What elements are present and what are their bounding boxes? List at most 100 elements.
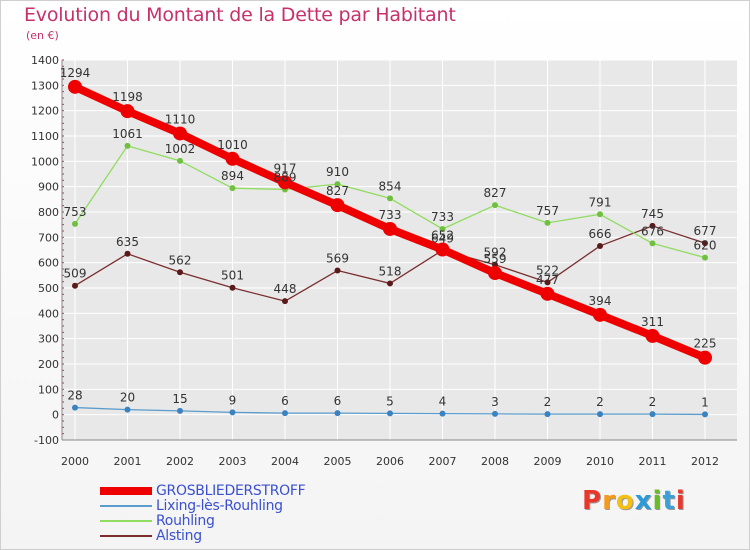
x-tick-label: 2012 — [691, 455, 719, 468]
data-label: 6 — [334, 394, 342, 408]
data-label: 394 — [589, 294, 612, 308]
data-label: 745 — [641, 207, 664, 221]
data-label: 620 — [694, 239, 717, 253]
data-point — [540, 286, 555, 301]
data-point — [544, 279, 551, 286]
data-point — [229, 409, 236, 416]
x-tick-label: 2001 — [114, 455, 142, 468]
data-label: 2 — [649, 395, 657, 409]
logo-letter: x — [634, 486, 653, 516]
data-point — [334, 181, 341, 188]
data-point — [225, 151, 240, 166]
data-point — [177, 157, 183, 164]
data-point — [597, 211, 603, 218]
y-tick-label: 1000 — [31, 155, 59, 168]
logo-letter: r — [602, 486, 616, 516]
data-point — [435, 242, 450, 257]
data-label: 733 — [379, 208, 402, 222]
data-label: 1110 — [165, 112, 196, 126]
data-point — [124, 250, 131, 257]
legend-swatch-grosbliederstroff — [100, 487, 152, 495]
y-tick-label: 1300 — [31, 79, 59, 92]
legend-label-alsting: Alsting — [156, 528, 202, 544]
data-point — [173, 126, 187, 141]
data-label: 15 — [172, 392, 187, 406]
x-tick-label: 2004 — [271, 455, 299, 468]
data-label: 448 — [274, 282, 297, 296]
data-point — [544, 411, 551, 418]
data-label: 562 — [169, 253, 192, 267]
data-label: 1198 — [112, 90, 143, 104]
data-point — [282, 410, 288, 417]
y-tick-label: 800 — [38, 206, 59, 219]
data-point — [593, 307, 607, 322]
data-label: 20 — [120, 391, 135, 405]
data-point — [177, 407, 183, 414]
chart-subtitle: (en €) — [26, 29, 59, 42]
x-tick-label: 2005 — [324, 455, 352, 468]
data-label: 311 — [641, 315, 664, 329]
y-tick-label: 1100 — [31, 130, 59, 143]
data-point — [330, 198, 345, 213]
data-label: 5 — [386, 394, 394, 408]
data-point — [649, 240, 656, 247]
legend-label-lixing: Lixing-lès-Rouhling — [156, 498, 283, 514]
legend-swatch-lixing — [100, 505, 152, 507]
data-point — [544, 219, 551, 226]
legend-swatch-alsting — [100, 535, 152, 537]
data-label: 827 — [484, 186, 507, 200]
data-label: 592 — [484, 246, 507, 260]
data-point — [387, 410, 393, 417]
legend-label-grosbliederstroff: GROSBLIEDERSTROFF — [156, 483, 306, 499]
data-point — [439, 410, 446, 417]
data-point — [645, 328, 660, 343]
data-label: 2 — [544, 395, 552, 409]
y-tick-label: 200 — [38, 358, 59, 371]
data-label: 889 — [274, 170, 297, 184]
y-tick-label: 400 — [38, 307, 59, 320]
y-tick-label: 100 — [38, 383, 59, 396]
data-label: 676 — [641, 224, 664, 238]
legend-label-rouhling: Rouhling — [156, 513, 215, 529]
data-label: 917 — [274, 161, 297, 175]
data-point — [68, 79, 82, 94]
data-point — [334, 267, 341, 274]
data-point — [387, 195, 393, 202]
y-tick-label: 300 — [38, 333, 59, 346]
x-tick-label: 2011 — [639, 455, 667, 468]
data-label: 854 — [379, 179, 402, 193]
data-point — [649, 222, 656, 229]
data-label: 3 — [491, 395, 499, 409]
data-point — [177, 269, 183, 276]
data-point — [282, 298, 288, 305]
data-label: 635 — [116, 235, 139, 249]
data-label: 477 — [536, 273, 559, 287]
data-point — [120, 104, 135, 119]
logo-letter: i — [675, 486, 686, 516]
legend-swatch-rouhling — [100, 520, 152, 522]
data-point — [72, 282, 78, 289]
data-label: 910 — [326, 165, 349, 179]
data-point — [702, 240, 708, 247]
data-point — [72, 404, 78, 411]
chart-title: Evolution du Montant de la Dette par Hab… — [24, 4, 456, 26]
data-label: 225 — [694, 337, 717, 351]
data-point — [702, 254, 708, 261]
data-label: 1 — [701, 395, 709, 409]
data-point — [702, 411, 708, 418]
data-label: 518 — [379, 264, 402, 278]
data-label: 677 — [694, 224, 717, 238]
y-tick-label: 1200 — [31, 105, 59, 118]
data-point — [334, 410, 341, 417]
data-point — [72, 220, 78, 227]
data-label: 666 — [589, 227, 612, 241]
data-point — [597, 411, 603, 418]
data-label: 1010 — [217, 138, 248, 152]
data-point — [387, 280, 393, 287]
data-label: 522 — [536, 263, 559, 277]
data-point — [124, 142, 131, 149]
data-label: 28 — [67, 389, 82, 403]
data-point — [492, 410, 498, 417]
y-tick-label: 900 — [38, 181, 59, 194]
